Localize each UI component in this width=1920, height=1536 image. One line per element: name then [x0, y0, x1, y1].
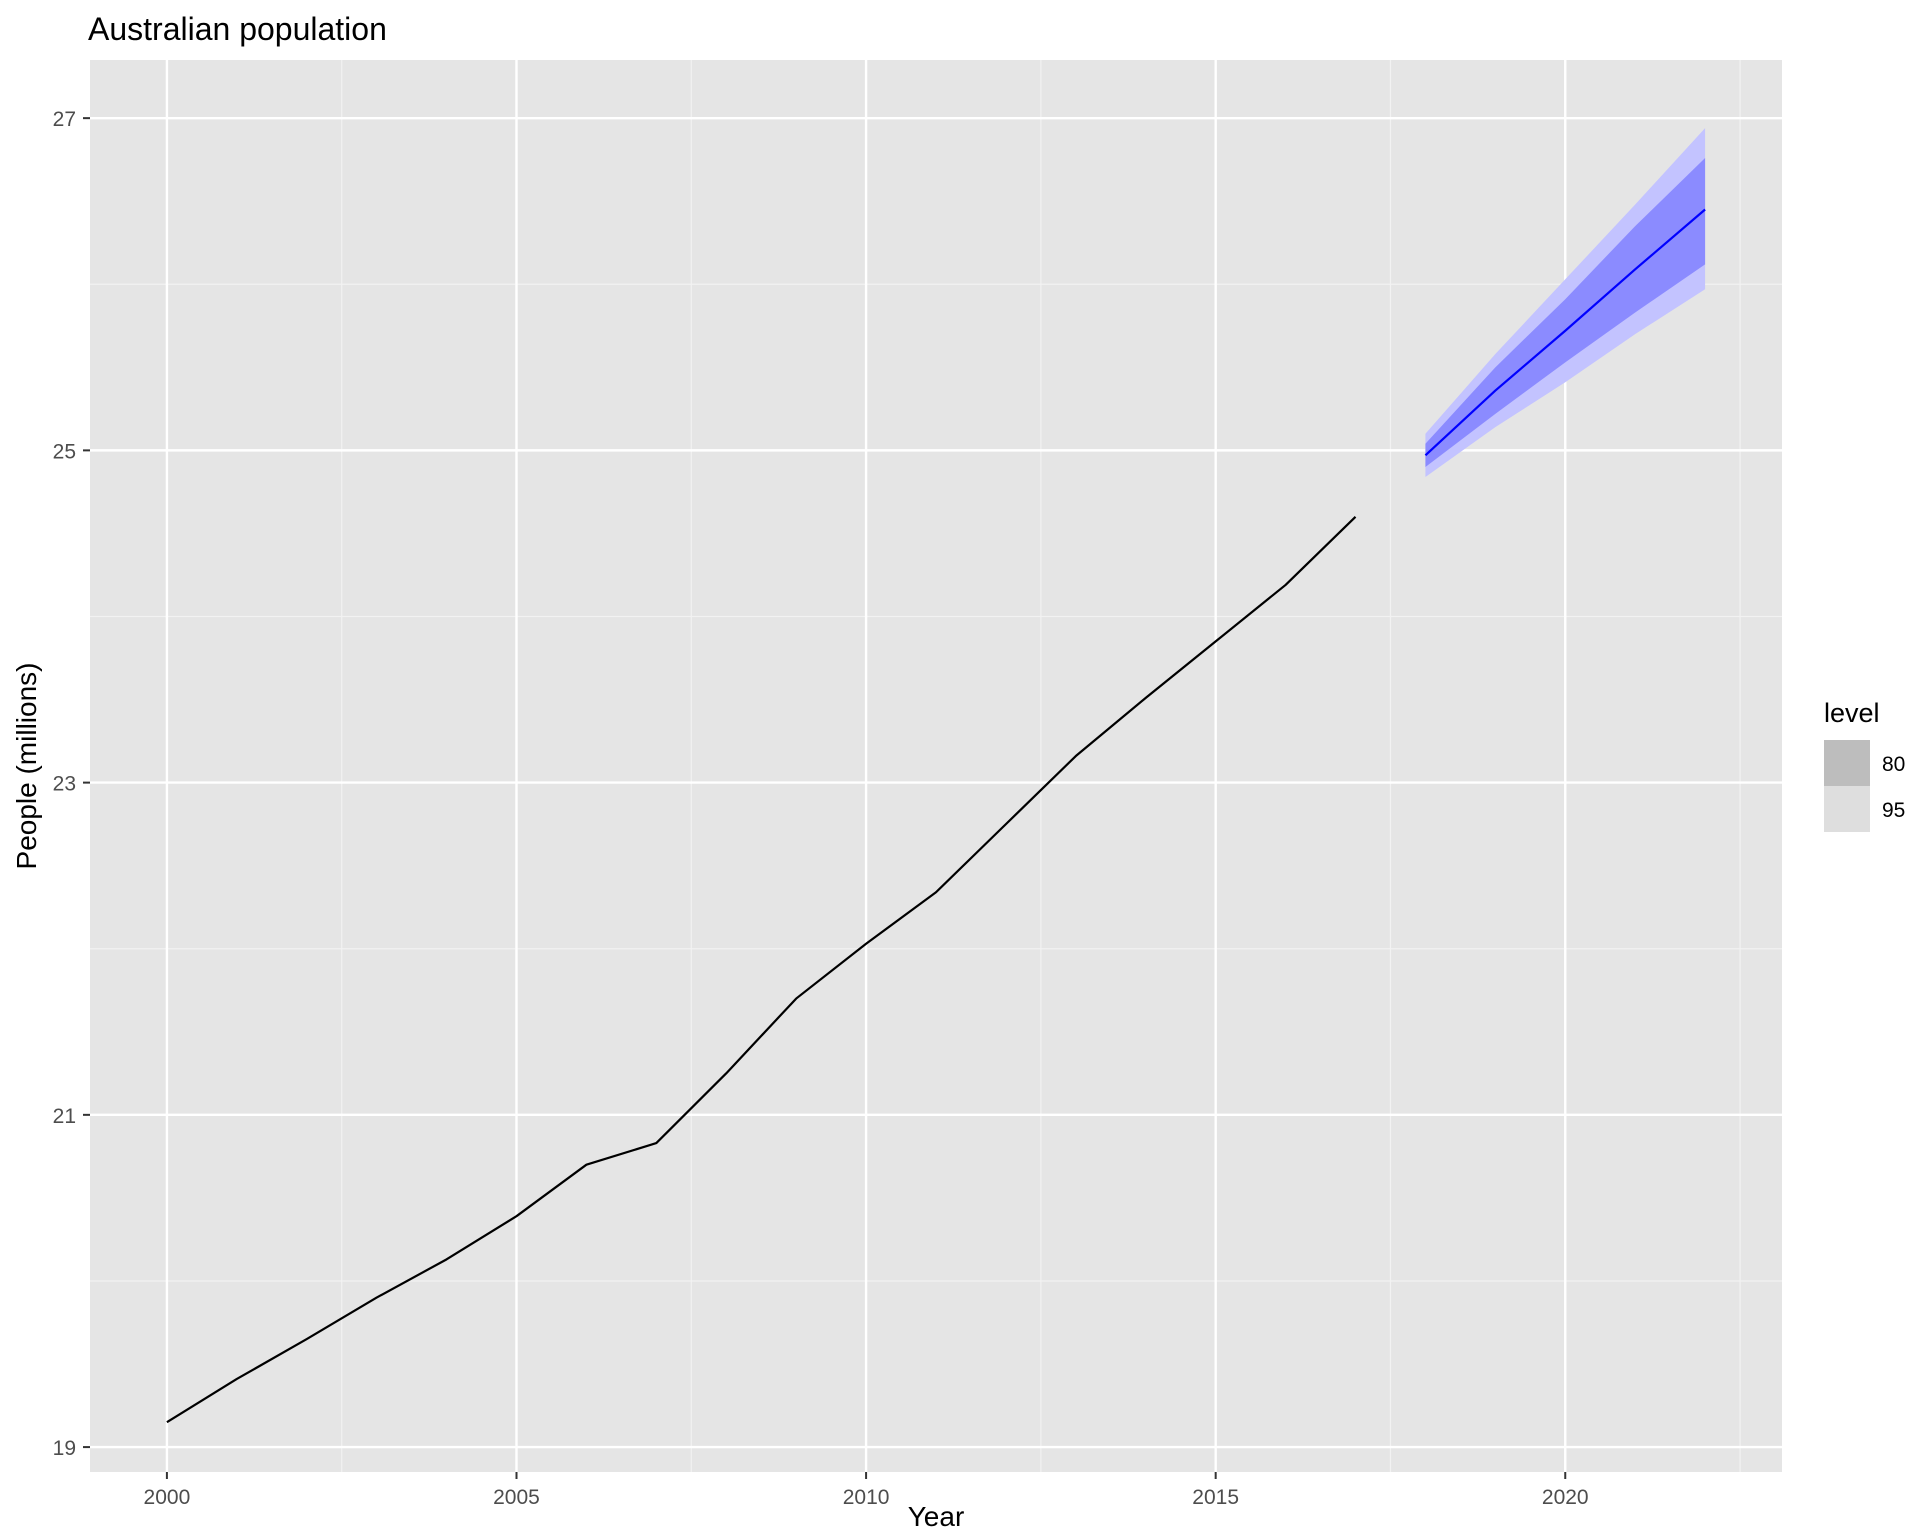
legend-title: level [1824, 698, 1880, 728]
y-tick-label: 27 [53, 108, 76, 131]
x-axis: 2000 2005 2010 2015 2020 [144, 1472, 1589, 1509]
y-tick-label: 23 [53, 773, 76, 796]
plot-panel [90, 60, 1782, 1472]
legend-label-80: 80 [1882, 753, 1905, 776]
x-tick-label: 2020 [1542, 1486, 1589, 1509]
x-tick-label: 2010 [843, 1486, 890, 1509]
chart-title: Australian population [88, 11, 387, 47]
series-line-forecast [1424, 208, 1706, 457]
y-tick-label: 21 [53, 1105, 76, 1128]
y-axis: 19 21 23 25 27 [53, 108, 90, 1460]
series-lines [166, 208, 1706, 1424]
series-line-history [166, 516, 1357, 1424]
x-tick-label: 2000 [144, 1486, 191, 1509]
x-tick-label: 2005 [493, 1486, 540, 1509]
x-axis-title: Year [908, 1501, 965, 1532]
x-tick-label: 2015 [1192, 1486, 1239, 1509]
grid-lines [90, 60, 1782, 1472]
legend-key-95 [1824, 786, 1870, 832]
y-tick-label: 25 [53, 440, 76, 463]
legend-key-80 [1824, 740, 1870, 786]
y-axis-title: People (millions) [11, 663, 42, 870]
y-tick-label: 19 [53, 1437, 76, 1460]
legend-label-95: 95 [1882, 799, 1905, 822]
legend: level 80 95 [1824, 698, 1905, 832]
